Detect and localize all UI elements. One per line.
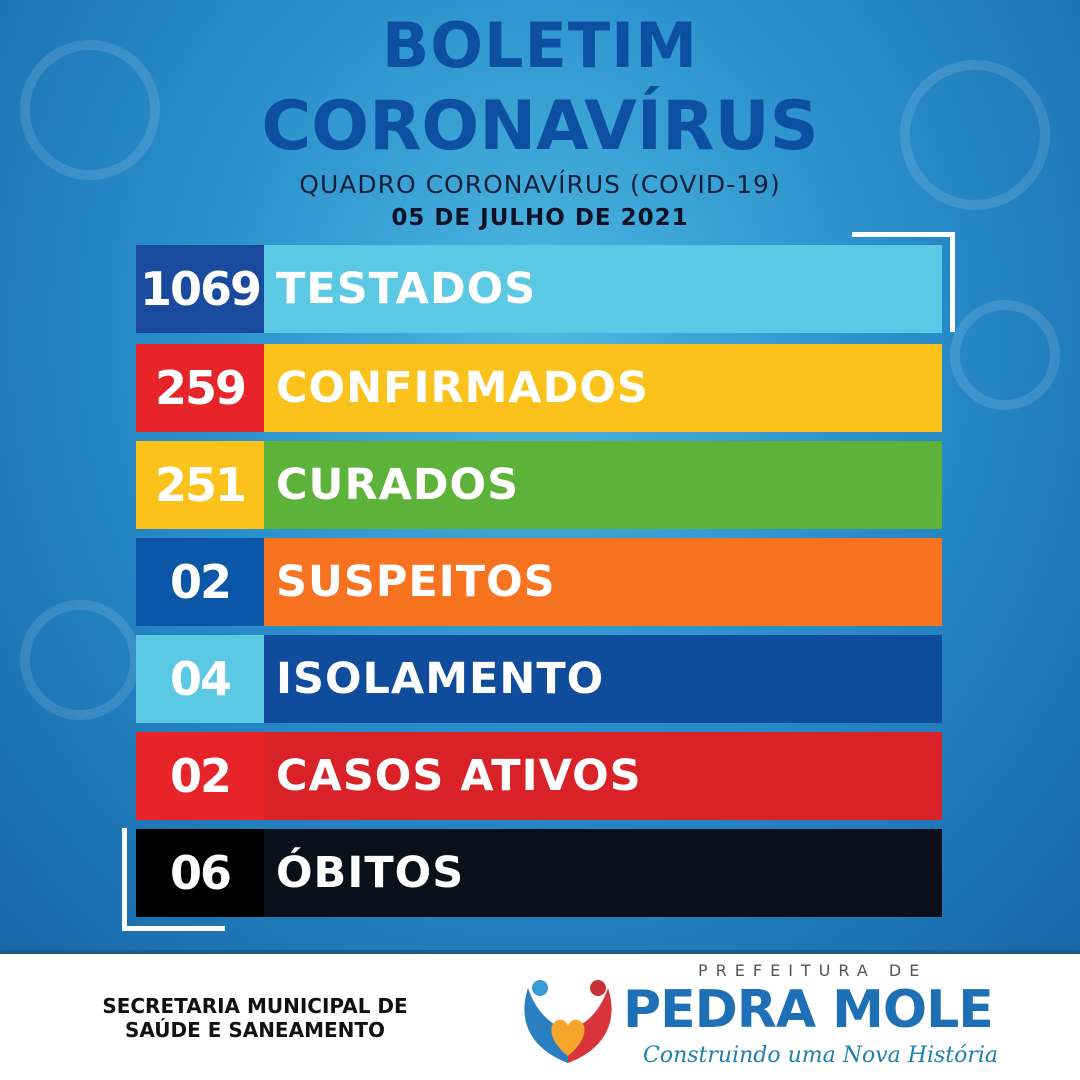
logo-slogan: Construindo uma Nova História (643, 1043, 999, 1068)
stat-label: CASOS ATIVOS (264, 732, 942, 820)
virus-decoration (900, 60, 1050, 210)
logo-prefix: PREFEITURA DE (698, 961, 928, 980)
footer: SECRETARIA MUNICIPAL DE SAÚDE E SANEAMEN… (0, 950, 1080, 1080)
stat-row-curados: 251 CURADOS (136, 441, 942, 529)
stat-row-casos-ativos: 02 CASOS ATIVOS (136, 732, 942, 820)
secretaria-label: SECRETARIA MUNICIPAL DE SAÚDE E SANEAMEN… (90, 994, 420, 1042)
stat-value: 02 (136, 538, 264, 626)
stat-label: TESTADOS (264, 245, 942, 333)
stat-value: 04 (136, 635, 264, 723)
subtitle: QUADRO CORONAVÍRUS (COVID-19) (299, 170, 781, 199)
bulletin-date: 05 DE JULHO DE 2021 (391, 205, 689, 231)
stat-label: ÓBITOS (264, 829, 942, 917)
title-line1: BOLETIM (382, 9, 698, 82)
stat-row-óbitos: 06 ÓBITOS (136, 829, 942, 917)
corner-frame (122, 828, 225, 931)
secretaria-line1: SECRETARIA MUNICIPAL DE (102, 994, 408, 1018)
logo-name: PEDRA MOLE (623, 980, 994, 1040)
stat-value: 02 (136, 732, 264, 820)
stat-row-confirmados: 259 CONFIRMADOS (136, 344, 942, 432)
stat-row-suspeitos: 02 SUSPEITOS (136, 538, 942, 626)
heart-people-icon (524, 980, 612, 1063)
stat-row-isolamento: 04 ISOLAMENTO (136, 635, 942, 723)
stat-label: SUSPEITOS (264, 538, 942, 626)
stat-value: 259 (136, 344, 264, 432)
stat-row-testados: 1069 TESTADOS (136, 245, 942, 333)
stat-label: ISOLAMENTO (264, 635, 942, 723)
stat-label: CURADOS (264, 441, 942, 529)
virus-decoration (20, 600, 140, 720)
stat-value: 251 (136, 441, 264, 529)
stat-label: CONFIRMADOS (264, 344, 942, 432)
virus-decoration (20, 40, 160, 180)
stat-value: 06 (136, 829, 264, 917)
corner-frame (852, 232, 955, 332)
virus-decoration (950, 300, 1060, 410)
secretaria-line2: SAÚDE E SANEAMENTO (124, 1018, 386, 1042)
title-line2: CORONAVÍRUS (261, 87, 819, 166)
prefeitura-logo: PREFEITURA DE PEDRA MOLE Construindo uma… (518, 962, 998, 1074)
stat-value: 1069 (136, 245, 264, 333)
